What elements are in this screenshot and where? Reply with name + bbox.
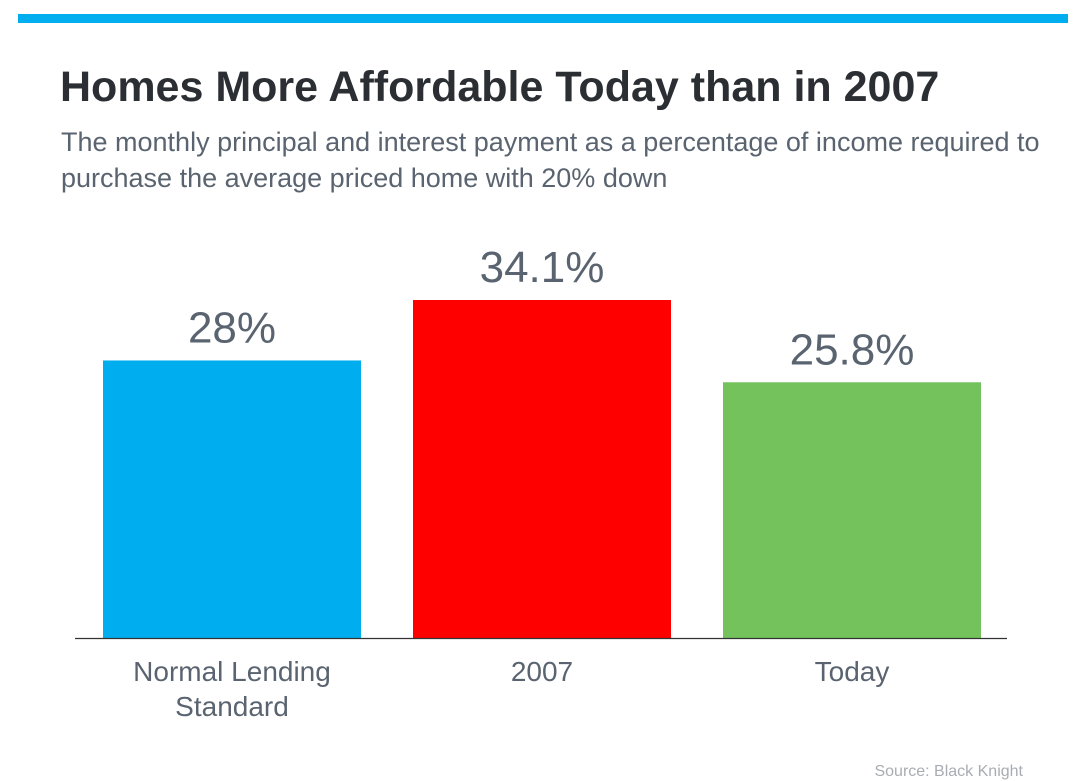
source-note: Source: Black Knight [874,763,1023,780]
category-label-2: 2007 [511,656,573,687]
chart-title: Homes More Affordable Today than in 2007 [60,63,940,111]
accent-top-bar [18,14,1068,23]
value-label-3: 25.8% [790,325,915,374]
bar-3 [723,382,981,638]
value-label-1: 28% [188,303,276,352]
bar-1 [103,360,361,638]
category-label-1: Normal Lending Standard [133,656,331,722]
value-label-2: 34.1% [480,243,605,292]
chart-subtitle: The monthly principal and interest payme… [61,127,1040,193]
bar-2 [413,300,671,638]
category-label-3: Today [815,656,890,687]
